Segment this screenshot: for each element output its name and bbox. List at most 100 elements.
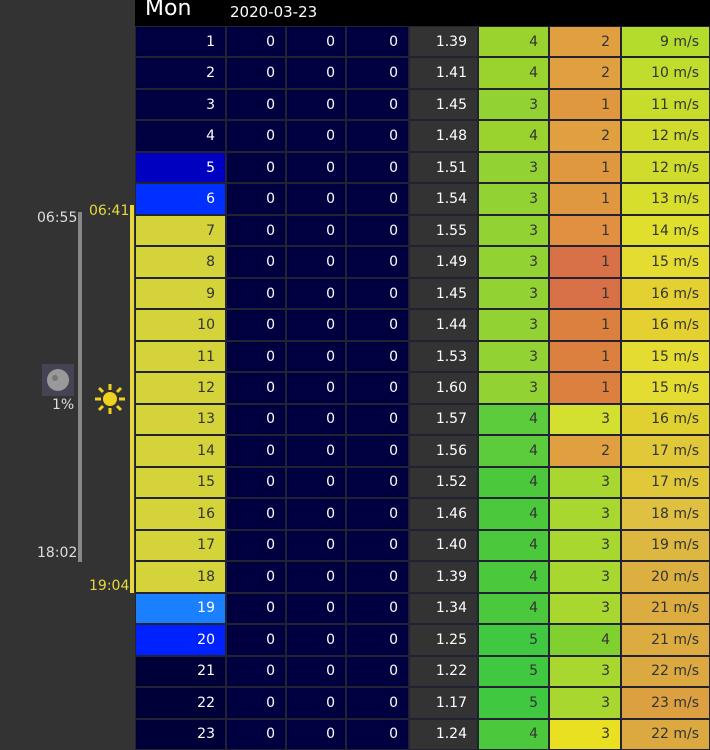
- value-cell: 0: [286, 466, 346, 499]
- value-cell: 0: [346, 624, 409, 656]
- wave-cell: 1.34: [409, 592, 478, 625]
- moon-rise: 06:55: [37, 210, 78, 226]
- direction-cell: 3: [549, 498, 621, 530]
- wind-cell: 13 m/s: [621, 183, 710, 215]
- wind-cell: 15 m/s: [621, 246, 710, 278]
- value-cell: 0: [346, 214, 409, 247]
- direction-cell: 1: [549, 214, 621, 247]
- period-cell: 3: [478, 372, 549, 404]
- value-cell: 0: [286, 687, 346, 719]
- wave-cell: 1.48: [409, 120, 478, 152]
- value-cell: 0: [286, 246, 346, 278]
- period-cell: 3: [478, 88, 549, 121]
- value-cell: 0: [346, 183, 409, 215]
- direction-cell: 3: [549, 403, 621, 436]
- value-cell: 0: [286, 183, 346, 215]
- wind-cell: 19 m/s: [621, 529, 710, 562]
- wind-cell: 10 m/s: [621, 57, 710, 89]
- hour-cell: 4: [135, 120, 226, 152]
- value-cell: 0: [346, 277, 409, 310]
- wind-cell: 23 m/s: [621, 687, 710, 719]
- period-cell: 4: [478, 435, 549, 467]
- wave-cell: 1.17: [409, 687, 478, 719]
- value-cell: 0: [286, 340, 346, 373]
- value-cell: 0: [226, 372, 286, 404]
- direction-cell: 2: [549, 435, 621, 467]
- direction-cell: 3: [549, 466, 621, 499]
- wind-cell: 16 m/s: [621, 309, 710, 341]
- value-cell: 0: [346, 372, 409, 404]
- moon-illumination: 1%: [52, 397, 75, 413]
- sun-icon: [95, 384, 125, 414]
- wave-cell: 1.51: [409, 151, 478, 184]
- period-cell: 4: [478, 529, 549, 562]
- wind-cell: 21 m/s: [621, 592, 710, 625]
- value-cell: 0: [286, 120, 346, 152]
- wave-cell: 1.60: [409, 372, 478, 404]
- wave-cell: 1.44: [409, 309, 478, 341]
- sun-rise: 06:41: [89, 203, 130, 219]
- wave-cell: 1.49: [409, 246, 478, 278]
- value-cell: 0: [286, 309, 346, 341]
- date: 2020-03-23: [230, 3, 318, 21]
- value-cell: 0: [286, 592, 346, 625]
- direction-cell: 4: [549, 624, 621, 656]
- period-cell: 4: [478, 120, 549, 152]
- value-cell: 0: [346, 26, 409, 58]
- direction-cell: 1: [549, 340, 621, 373]
- period-cell: 4: [478, 718, 549, 750]
- day-name: Mon: [145, 0, 192, 21]
- value-cell: 0: [226, 183, 286, 215]
- period-cell: 4: [478, 26, 549, 58]
- value-cell: 0: [286, 26, 346, 58]
- sun-set: 19:04: [89, 578, 130, 594]
- value-cell: 0: [286, 655, 346, 688]
- hour-cell: 6: [135, 183, 226, 215]
- value-cell: 0: [286, 214, 346, 247]
- wind-cell: 11 m/s: [621, 88, 710, 121]
- wind-cell: 16 m/s: [621, 277, 710, 310]
- direction-cell: 1: [549, 277, 621, 310]
- direction-cell: 1: [549, 309, 621, 341]
- hour-cell: 16: [135, 498, 226, 530]
- wind-cell: 14 m/s: [621, 214, 710, 247]
- value-cell: 0: [346, 655, 409, 688]
- wave-cell: 1.25: [409, 624, 478, 656]
- value-cell: 0: [346, 88, 409, 121]
- value-cell: 0: [226, 624, 286, 656]
- direction-cell: 1: [549, 246, 621, 278]
- wind-cell: 21 m/s: [621, 624, 710, 656]
- value-cell: 0: [286, 498, 346, 530]
- value-cell: 0: [226, 277, 286, 310]
- value-cell: 0: [226, 403, 286, 436]
- value-cell: 0: [226, 88, 286, 121]
- value-cell: 0: [286, 624, 346, 656]
- period-cell: 3: [478, 151, 549, 184]
- value-cell: 0: [226, 151, 286, 184]
- hour-cell: 23: [135, 718, 226, 750]
- value-cell: 0: [346, 592, 409, 625]
- period-cell: 3: [478, 340, 549, 373]
- hour-cell: 10: [135, 309, 226, 341]
- wind-cell: 12 m/s: [621, 151, 710, 184]
- period-cell: 4: [478, 57, 549, 89]
- wave-cell: 1.54: [409, 183, 478, 215]
- value-cell: 0: [226, 561, 286, 593]
- hour-cell: 20: [135, 624, 226, 656]
- wave-cell: 1.52: [409, 466, 478, 499]
- period-cell: 5: [478, 655, 549, 688]
- value-cell: 0: [226, 214, 286, 247]
- value-cell: 0: [226, 309, 286, 341]
- moon-icon: [42, 364, 74, 396]
- hour-cell: 21: [135, 655, 226, 688]
- hour-cell: 15: [135, 466, 226, 499]
- value-cell: 0: [226, 592, 286, 625]
- wave-cell: 1.40: [409, 529, 478, 562]
- period-cell: 3: [478, 183, 549, 215]
- header-bar: [135, 0, 710, 26]
- period-cell: 5: [478, 624, 549, 656]
- moon-bar: [78, 212, 82, 562]
- hour-cell: 22: [135, 687, 226, 719]
- value-cell: 0: [226, 57, 286, 89]
